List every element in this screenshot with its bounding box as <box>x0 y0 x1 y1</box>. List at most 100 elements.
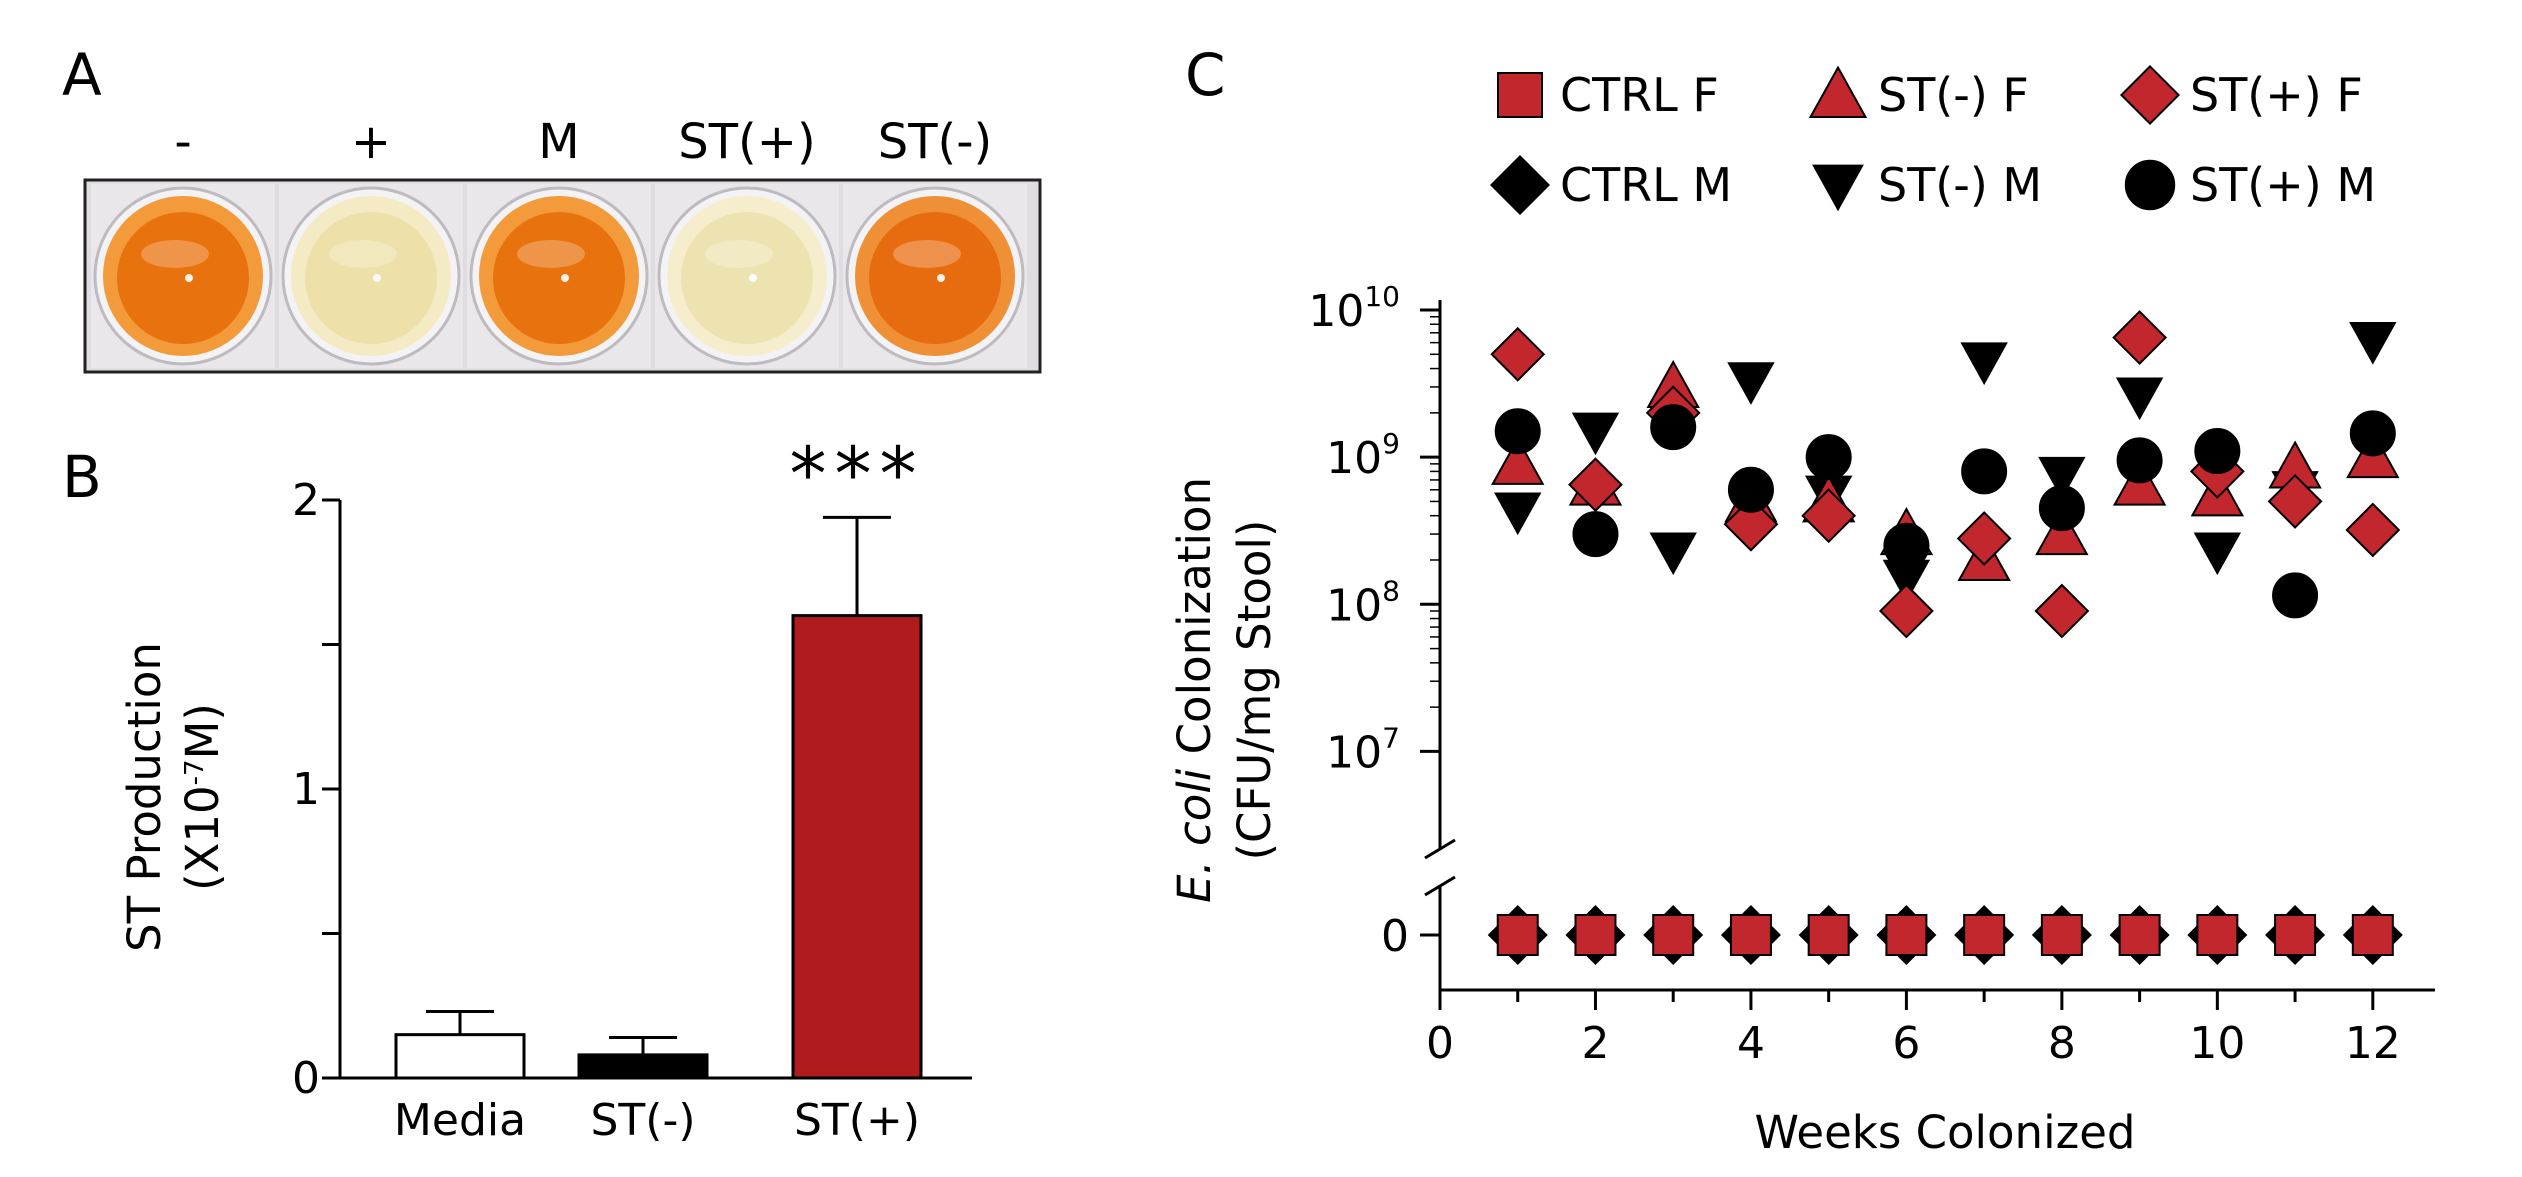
y-tick-label: 108 <box>1326 574 1400 631</box>
legend-marker-ctrlM <box>1489 154 1551 216</box>
well-liquid <box>681 212 813 344</box>
point-stmM <box>1649 532 1697 576</box>
point-stpF <box>1723 496 1779 552</box>
point-stpM <box>1494 408 1541 455</box>
axis-break-mark <box>1424 875 1456 897</box>
point-stpM <box>2272 572 2319 619</box>
legend-label-stmF: ST(-) F <box>1878 68 2029 122</box>
panel-a-well-plate: - + M ST(+) ST(-) <box>83 114 1042 374</box>
x-tick-label: ST(+) <box>794 1095 920 1146</box>
y-tick-label: 1 <box>292 764 320 815</box>
point-stpM <box>1805 434 1852 481</box>
well-label-1: + <box>351 114 391 170</box>
point-stmF <box>1491 436 1545 485</box>
legend-marker-ctrlF <box>1497 72 1543 118</box>
well-reflection <box>373 274 381 282</box>
point-ctrlF <box>1729 914 1772 956</box>
point-ctrlF <box>1574 914 1617 956</box>
legend-marker-stpF <box>2119 64 2181 126</box>
panel-a-letter: A <box>62 41 102 109</box>
well-label-2: M <box>538 114 579 170</box>
point-ctrlF <box>2196 914 2239 956</box>
well-highlight <box>517 240 585 268</box>
y-tick-label: 107 <box>1326 721 1400 778</box>
x-tick-label: 12 <box>2345 1018 2401 1069</box>
point-stpF <box>2112 310 2168 365</box>
well-liquid <box>493 212 625 344</box>
point-stpM <box>2349 410 2396 457</box>
point-ctrlF <box>2040 914 2083 956</box>
point-stmM <box>2038 456 2086 500</box>
legend-label-stpM: ST(+) M <box>2190 158 2376 212</box>
well-reflection <box>561 274 569 282</box>
legend-label-ctrlM: CTRL M <box>1560 158 1732 212</box>
point-ctrlF <box>1963 914 2006 956</box>
point-stmM <box>2115 377 2164 421</box>
x-tick-label: 8 <box>2048 1018 2076 1069</box>
point-ctrlF <box>2274 914 2317 956</box>
point-stmF <box>2035 507 2089 556</box>
point-ctrlF <box>1652 914 1695 956</box>
point-stpF <box>2034 583 2090 639</box>
panel-c-letter: C <box>1185 41 1226 109</box>
point-stpF <box>1878 583 1934 639</box>
point-stpM <box>1572 511 1619 558</box>
bar <box>791 614 923 1080</box>
y-tick-label: 109 <box>1326 427 1400 484</box>
y-tick-label: 1010 <box>1308 280 1400 337</box>
point-ctrlF <box>2351 914 2394 956</box>
point-stpM <box>1727 466 1774 513</box>
scatter-ylabel: E. coli Colonization <box>1168 477 1221 903</box>
point-stpF <box>1490 326 1546 382</box>
point-stpF <box>1568 457 1623 513</box>
x-tick-label: 10 <box>2189 1018 2245 1069</box>
bar-chart-bars: Media ST(-) ST(+) *** <box>394 431 925 1146</box>
x-tick-label: ST(-) <box>590 1095 695 1146</box>
point-ctrlF <box>1885 914 1928 956</box>
point-ctrlF <box>1807 914 1850 956</box>
point-stmM <box>1727 362 1775 405</box>
panel-b-letter: B <box>62 443 102 511</box>
well-label-0: - <box>174 114 191 170</box>
well-liquid <box>305 212 437 344</box>
well-reflection <box>937 274 945 282</box>
point-stpM <box>2116 437 2163 484</box>
x-tick-label: 4 <box>1737 1018 1765 1069</box>
point-stpM <box>2038 485 2085 532</box>
point-stpF <box>1956 511 2012 566</box>
point-stpF <box>1801 488 1857 544</box>
x-tick-label: 2 <box>1581 1018 1609 1069</box>
well-label-3: ST(+) <box>678 114 815 170</box>
bar-chart-ylabel: ST Production <box>118 642 171 952</box>
scatter-legend: CTRL F ST(-) F ST(+) F CTRL M ST(-) M ST(+) M <box>1489 64 2376 216</box>
well-reflection <box>185 274 193 282</box>
bar <box>577 1053 709 1080</box>
point-stpM <box>2194 428 2241 475</box>
point-stmM <box>1494 492 1542 536</box>
point-ctrlF <box>1496 914 1539 956</box>
well-row <box>91 184 1027 368</box>
point-ctrlF <box>2118 914 2161 956</box>
well-highlight <box>705 240 773 268</box>
point-stpF <box>2345 502 2401 558</box>
significance-label: *** <box>790 431 925 517</box>
x-tick-label: 0 <box>1426 1018 1454 1069</box>
point-stpM <box>1961 448 2008 495</box>
scatter-xlabel: Weeks Colonized <box>1755 1106 2136 1159</box>
y-zero-label: 0 <box>1381 911 1409 962</box>
well-highlight <box>141 240 209 268</box>
y-tick-label: 2 <box>292 475 320 526</box>
legend-label-stmM: ST(-) M <box>1878 158 2042 212</box>
point-stmM <box>1960 342 2008 386</box>
point-stmM <box>2193 532 2242 576</box>
point-stpM <box>1883 522 1930 569</box>
y-tick-label: 0 <box>292 1053 320 1104</box>
legend-marker-stmF <box>1808 65 1868 118</box>
well-label-4: ST(-) <box>878 114 993 170</box>
well-highlight <box>893 240 961 268</box>
x-tick-label: Media <box>394 1095 526 1146</box>
point-stpM <box>1650 404 1697 451</box>
scatter-ylabel-units: (CFU/mg Stool) <box>1228 520 1281 861</box>
well-labels: - + M ST(+) ST(-) <box>174 114 992 170</box>
